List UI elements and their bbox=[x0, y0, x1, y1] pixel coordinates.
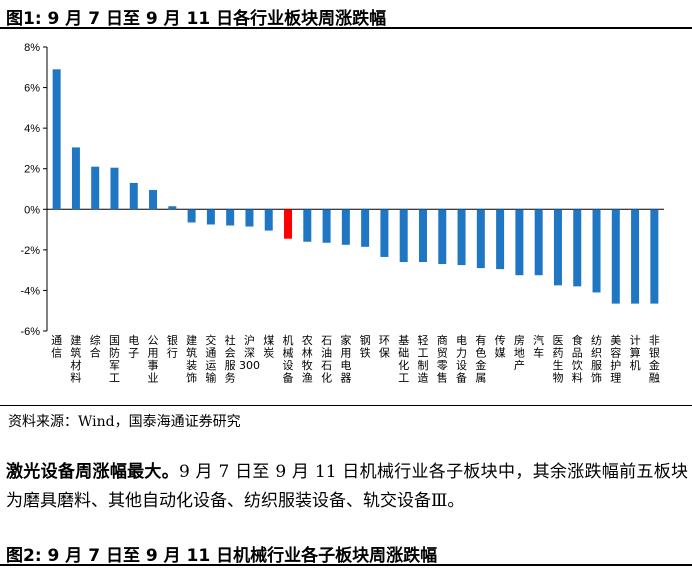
figure-2-title: 图2: 9 月 7 日至 9 月 11 日机械行业各子板块周涨跌幅 bbox=[6, 546, 438, 566]
bar bbox=[303, 209, 312, 242]
x-category-label: 商贸零售 bbox=[437, 333, 448, 385]
y-tick-label: 4% bbox=[24, 123, 40, 135]
bar bbox=[129, 182, 138, 210]
bar bbox=[457, 209, 466, 266]
y-tick-label: 2% bbox=[24, 164, 40, 176]
y-tick-label: -4% bbox=[20, 285, 40, 297]
figure-2-header: 图2: 9 月 7 日至 9 月 11 日机械行业各子板块周涨跌幅 bbox=[0, 537, 692, 566]
x-category-label: 电子 bbox=[128, 334, 139, 360]
bar bbox=[496, 209, 505, 270]
bar bbox=[631, 209, 640, 304]
bars bbox=[52, 69, 659, 304]
x-category-label: 建筑材料 bbox=[70, 333, 81, 385]
y-tick-label: 0% bbox=[24, 204, 40, 216]
summary-lead: 激光设备周涨幅最大。 bbox=[6, 462, 180, 482]
x-category-label: 综合 bbox=[90, 333, 101, 360]
bar bbox=[418, 209, 427, 263]
bar bbox=[264, 209, 273, 231]
x-category-label: 美容护理 bbox=[610, 334, 621, 385]
x-category-label: 食品饮料 bbox=[572, 333, 583, 385]
bar bbox=[341, 209, 350, 245]
x-category-label: 农林牧渔 bbox=[302, 333, 313, 385]
summary-body: 9 月 7 日至 9 月 11 日机械行业各子板块中，其余涨跌幅前五板块为磨具磨… bbox=[6, 462, 689, 511]
source-note: 资料来源：Wind，国泰海通证券研究 bbox=[8, 414, 241, 430]
bar bbox=[361, 209, 370, 247]
x-category-label: 石油石化 bbox=[321, 334, 332, 385]
bar bbox=[380, 209, 389, 257]
x-category-label: 电力设备 bbox=[456, 334, 467, 385]
x-category-label: 沪深 300 bbox=[239, 333, 260, 372]
x-category-label: 家用电器 bbox=[340, 333, 351, 385]
x-category-label: 传媒 bbox=[495, 334, 506, 360]
x-category-label: 轻工制造 bbox=[417, 333, 428, 385]
figure-1-header: 图1: 9 月 7 日至 9 月 11 日各行业板块周涨跌幅 bbox=[0, 0, 692, 29]
x-category-label: 煤炭 bbox=[263, 334, 274, 360]
y-tick-label: -2% bbox=[20, 245, 40, 257]
bar bbox=[226, 209, 235, 226]
bar bbox=[573, 209, 582, 287]
x-category-label: 汽车 bbox=[533, 333, 544, 360]
bar bbox=[534, 209, 543, 276]
x-category-label: 基础化工 bbox=[398, 334, 409, 385]
x-category-label: 纺织服饰 bbox=[591, 333, 602, 385]
bar-chart: 8% 6% 4% 2% 0% -2% -4% -6% 通信建筑材料综合国防军工电子公用事业银行… bbox=[20, 42, 664, 385]
x-category-label: 非银金融 bbox=[649, 334, 660, 385]
bar bbox=[149, 190, 158, 210]
figure-1-title: 图1: 9 月 7 日至 9 月 11 日各行业板块周涨跌幅 bbox=[6, 9, 387, 29]
bar bbox=[245, 209, 254, 227]
x-category-label: 计算机 bbox=[630, 334, 641, 372]
bar bbox=[52, 69, 61, 210]
x-category-label: 钢铁 bbox=[360, 334, 371, 360]
bar bbox=[284, 209, 293, 239]
bar bbox=[168, 206, 177, 210]
bar bbox=[592, 209, 601, 293]
x-category-label: 公用事业 bbox=[148, 334, 159, 385]
bar bbox=[187, 209, 196, 223]
x-category-label: 通信 bbox=[51, 334, 62, 360]
x-category-label: 交通运输 bbox=[205, 333, 216, 385]
summary-paragraph: 激光设备周涨幅最大。9 月 7 日至 9 月 11 日机械行业各子板块中，其余涨… bbox=[6, 458, 688, 516]
x-category-label: 机械设备 bbox=[283, 333, 294, 385]
bar bbox=[71, 147, 80, 210]
bar bbox=[399, 209, 408, 263]
x-category-label: 医药生物 bbox=[552, 334, 563, 385]
bar bbox=[322, 209, 331, 243]
bar bbox=[476, 209, 485, 269]
bar bbox=[650, 209, 659, 304]
bar bbox=[553, 209, 562, 286]
y-tick-label: 6% bbox=[24, 83, 40, 95]
bar bbox=[110, 167, 119, 210]
x-category-label: 环保 bbox=[379, 334, 390, 360]
x-category-label: 建筑装饰 bbox=[186, 333, 197, 385]
bar bbox=[438, 209, 447, 265]
x-category-label: 房地产 bbox=[514, 334, 525, 372]
x-category-label: 有色金属 bbox=[475, 333, 486, 385]
bar bbox=[206, 209, 215, 225]
y-tick-label: 8% bbox=[24, 42, 40, 54]
source-divider bbox=[0, 405, 692, 406]
bar bbox=[91, 166, 100, 210]
x-category-label: 国防军工 bbox=[109, 334, 120, 385]
y-tick-label: -6% bbox=[20, 326, 40, 338]
bar bbox=[515, 209, 524, 276]
x-category-label: 银行 bbox=[167, 333, 178, 360]
bar bbox=[611, 209, 620, 304]
x-category-label: 社会服务 bbox=[225, 333, 236, 385]
